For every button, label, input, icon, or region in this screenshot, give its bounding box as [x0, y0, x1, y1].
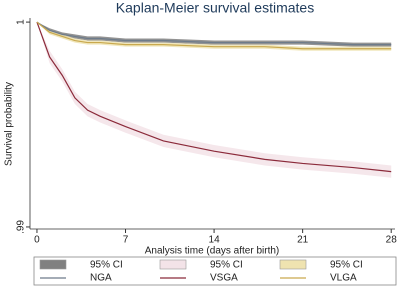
- ci-band: [36, 22, 392, 51]
- legend-label: 95% CI: [210, 260, 243, 271]
- y-axis-title: Survival probability: [4, 82, 15, 166]
- y-tick-label: .99: [16, 220, 27, 234]
- x-axis-title: Analysis time (days after birth): [145, 246, 280, 257]
- legend-swatch: [159, 259, 187, 270]
- chart-title: Kaplan-Meier survival estimates: [116, 0, 314, 16]
- x-tick-label: 21: [297, 235, 309, 246]
- x-tick-label: 28: [386, 235, 398, 246]
- x-tick-label: 7: [123, 235, 129, 246]
- x-tick-label: 14: [209, 235, 221, 246]
- legend-label: NGA: [90, 273, 112, 284]
- survival-line: [36, 21, 392, 50]
- legend-label: 95% CI: [330, 260, 363, 271]
- survival-line: [36, 21, 392, 173]
- survival-line: [36, 21, 392, 46]
- legend-label: 95% CI: [90, 260, 123, 271]
- ci-band: [36, 22, 392, 178]
- legend-label: VLGA: [330, 273, 357, 284]
- legend-swatch: [279, 259, 307, 270]
- legend-label: VSGA: [210, 273, 238, 284]
- legend-box: [33, 256, 397, 286]
- x-tick-label: 0: [34, 235, 40, 246]
- y-tick-label: 1: [16, 19, 27, 25]
- legend-swatch: [39, 259, 67, 270]
